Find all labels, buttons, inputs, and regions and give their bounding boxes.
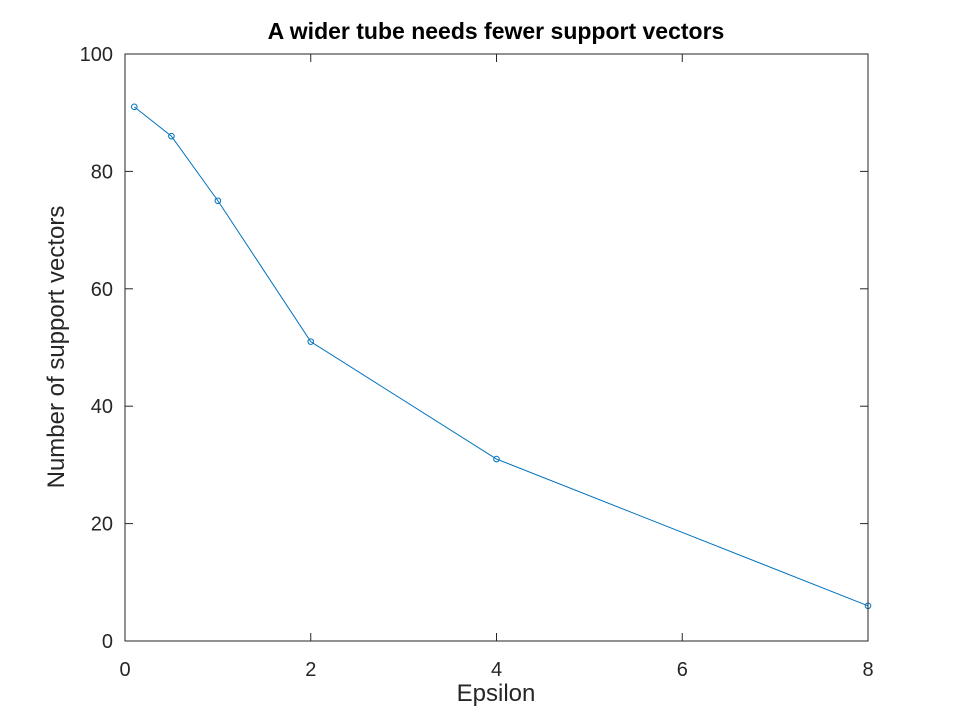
data-point [168, 132, 175, 140]
y-tick-label: 40 [91, 396, 113, 418]
series-line [133, 106, 869, 607]
y-tick-label: 60 [91, 279, 113, 301]
x-tick-label: 8 [862, 659, 873, 681]
x-tick-label: 4 [491, 659, 502, 681]
x-tick-label: 2 [305, 659, 316, 681]
data-point [493, 455, 500, 463]
y-tick-label: 20 [91, 514, 113, 536]
data-point [307, 338, 315, 345]
x-tick-label: 6 [677, 659, 688, 681]
y-tick-label: 0 [102, 631, 113, 653]
data-point [214, 197, 222, 205]
plot-area [125, 54, 868, 641]
x-axis-label: Epsilon [457, 680, 536, 707]
y-axis-ticks: 0 20 40 60 80 100 [80, 44, 868, 653]
axes-box [124, 53, 869, 642]
y-tick-label: 100 [80, 44, 113, 66]
y-tick-label: 80 [91, 161, 113, 183]
data-point [130, 103, 138, 111]
chart-title: A wider tube needs fewer support vectors [268, 18, 725, 44]
y-axis-label: Number of support vectors [43, 206, 70, 489]
data-series [130, 103, 872, 610]
x-tick-label: 0 [119, 659, 130, 681]
